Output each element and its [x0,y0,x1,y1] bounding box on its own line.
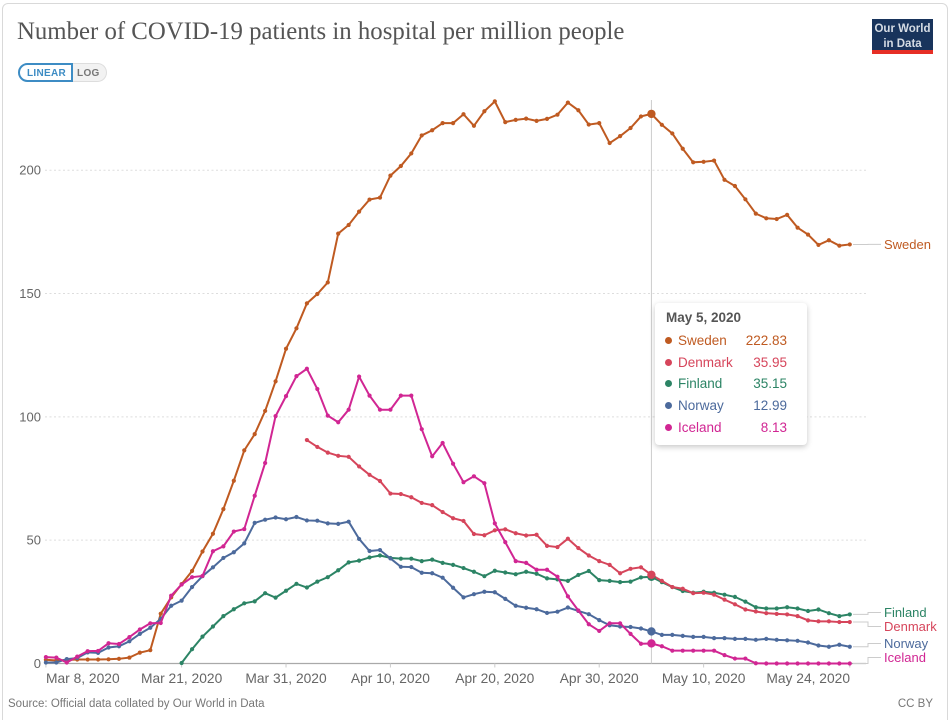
svg-text:May 24, 2020: May 24, 2020 [766,671,850,686]
svg-text:200: 200 [19,163,41,178]
svg-text:Apr 30, 2020: Apr 30, 2020 [560,671,639,686]
svg-text:Norway: Norway [884,636,929,651]
svg-text:Sweden: Sweden [884,237,931,252]
svg-text:0: 0 [34,656,41,671]
svg-text:Apr 10, 2020: Apr 10, 2020 [351,671,430,686]
svg-text:Finland: Finland [884,605,927,620]
svg-text:Denmark: Denmark [884,619,937,634]
svg-text:Mar 31, 2020: Mar 31, 2020 [245,671,327,686]
svg-text:Mar 21, 2020: Mar 21, 2020 [141,671,223,686]
svg-text:Apr 20, 2020: Apr 20, 2020 [455,671,534,686]
svg-text:150: 150 [19,286,41,301]
svg-text:May 10, 2020: May 10, 2020 [662,671,746,686]
svg-text:100: 100 [19,409,41,424]
svg-text:50: 50 [27,533,41,548]
svg-text:Iceland: Iceland [884,650,926,665]
svg-text:Mar 8, 2020: Mar 8, 2020 [46,671,120,686]
